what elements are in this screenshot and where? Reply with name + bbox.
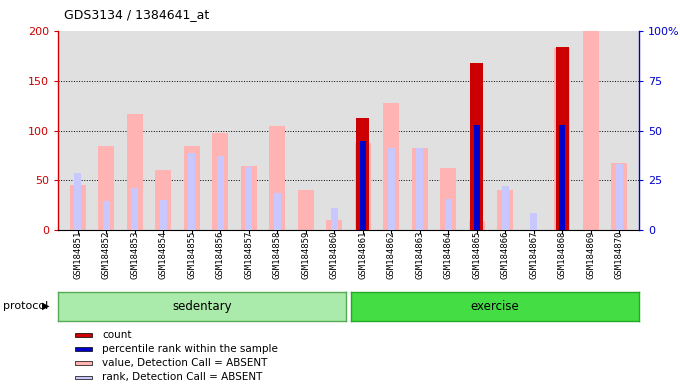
Bar	[75, 361, 92, 365]
Bar	[471, 63, 483, 230]
Bar	[497, 190, 513, 230]
Bar	[75, 376, 92, 379]
Text: GSM184865: GSM184865	[472, 230, 481, 279]
Text: GSM184864: GSM184864	[444, 230, 453, 279]
Text: value, Detection Call = ABSENT: value, Detection Call = ABSENT	[102, 358, 267, 368]
Bar	[615, 164, 623, 230]
Text: sedentary: sedentary	[172, 300, 232, 313]
Text: GSM184870: GSM184870	[615, 230, 624, 279]
Bar	[298, 190, 313, 230]
Bar	[184, 146, 200, 230]
Text: GSM184860: GSM184860	[330, 230, 339, 279]
Text: GSM184863: GSM184863	[415, 230, 424, 279]
Bar	[384, 103, 399, 230]
Bar	[217, 156, 224, 230]
Bar	[473, 217, 480, 230]
Text: protocol: protocol	[3, 301, 49, 311]
Text: GSM184856: GSM184856	[216, 230, 225, 279]
Text: GSM184855: GSM184855	[187, 230, 197, 279]
Bar	[269, 126, 285, 230]
Bar	[469, 222, 485, 230]
Text: GSM184858: GSM184858	[273, 230, 282, 279]
Text: exercise: exercise	[471, 300, 520, 313]
Bar	[556, 47, 568, 230]
Text: rank, Detection Call = ABSENT: rank, Detection Call = ABSENT	[102, 372, 262, 382]
Bar	[530, 214, 537, 230]
Bar	[70, 185, 86, 230]
Text: GSM184862: GSM184862	[387, 230, 396, 279]
Text: GSM184851: GSM184851	[73, 230, 82, 279]
Bar	[559, 124, 565, 230]
Bar	[127, 114, 143, 230]
Text: GDS3134 / 1384641_at: GDS3134 / 1384641_at	[63, 8, 209, 21]
Bar	[502, 187, 509, 230]
Bar	[554, 48, 570, 230]
Bar	[355, 142, 371, 230]
Bar	[330, 209, 338, 230]
Bar	[611, 162, 627, 230]
Bar	[473, 124, 480, 230]
Bar	[103, 202, 109, 230]
Bar	[75, 347, 92, 351]
Text: GSM184868: GSM184868	[558, 230, 566, 279]
Bar	[75, 333, 92, 336]
Bar	[559, 177, 566, 230]
Text: GSM184866: GSM184866	[500, 230, 510, 279]
Bar	[273, 194, 281, 230]
Bar	[412, 147, 428, 230]
Bar	[131, 189, 138, 230]
Text: GSM184857: GSM184857	[244, 230, 253, 279]
Text: GSM184867: GSM184867	[529, 230, 539, 279]
Bar	[245, 167, 252, 230]
Bar	[356, 118, 369, 230]
Text: GSM184854: GSM184854	[158, 230, 168, 279]
Bar	[360, 141, 366, 230]
Bar	[241, 166, 256, 230]
Bar	[388, 147, 395, 230]
Bar	[99, 146, 114, 230]
Text: ▶: ▶	[42, 301, 50, 311]
Bar	[583, 31, 598, 230]
Text: percentile rank within the sample: percentile rank within the sample	[102, 344, 278, 354]
Text: GSM184869: GSM184869	[586, 230, 595, 279]
Bar	[74, 174, 82, 230]
Bar	[445, 199, 452, 230]
Bar	[188, 152, 195, 230]
Text: GSM184852: GSM184852	[102, 230, 111, 279]
Text: GSM184861: GSM184861	[358, 230, 367, 279]
Bar	[416, 147, 424, 230]
Bar	[326, 220, 342, 230]
Bar	[156, 170, 171, 230]
Bar	[212, 132, 228, 230]
Bar	[160, 200, 167, 230]
Bar	[441, 169, 456, 230]
Text: count: count	[102, 330, 131, 340]
Text: GSM184853: GSM184853	[131, 230, 139, 279]
Text: GSM184859: GSM184859	[301, 230, 310, 279]
